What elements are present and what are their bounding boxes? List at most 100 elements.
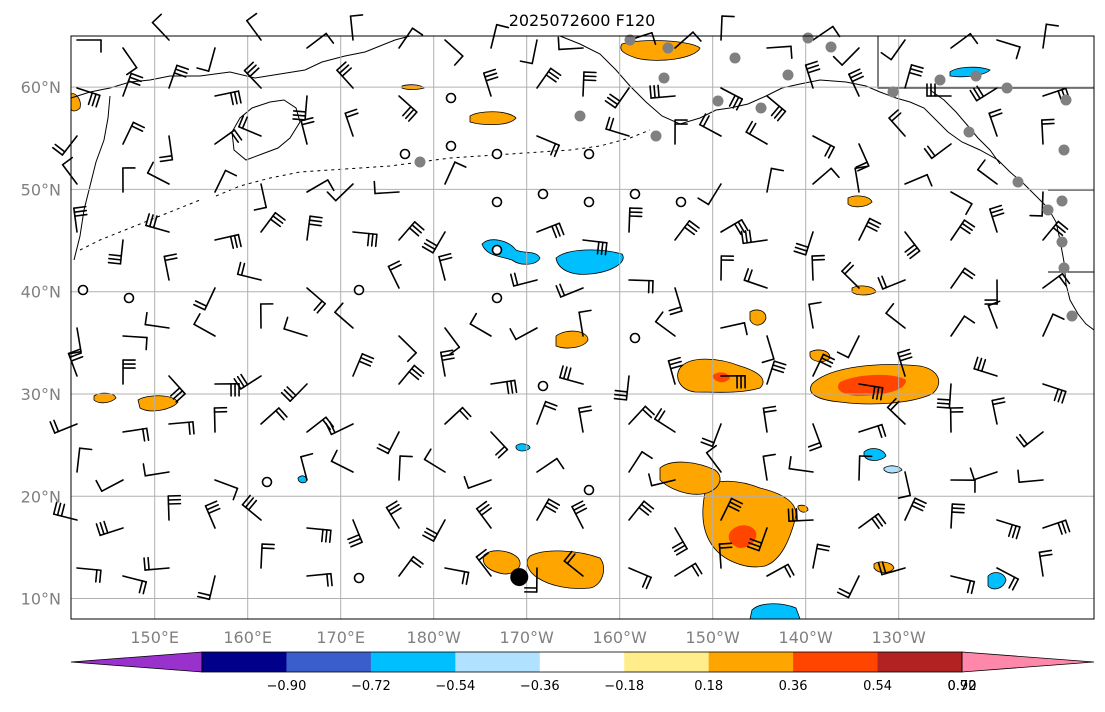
wind-barb <box>605 116 630 137</box>
wind-barb <box>988 108 1003 137</box>
wind-barb <box>146 161 170 185</box>
wind-barb <box>812 543 831 569</box>
y-tick-label: 40°N <box>21 283 61 302</box>
wind-barb <box>168 64 190 89</box>
station-dot <box>802 32 814 44</box>
wind-barb <box>214 90 242 106</box>
wind-barb <box>766 360 787 385</box>
wind-barb <box>904 173 933 187</box>
wind-barb <box>463 475 492 489</box>
y-tick-label: 60°N <box>21 78 61 97</box>
station-dot <box>970 70 982 82</box>
wind-barb <box>761 335 775 364</box>
station-dot <box>755 102 767 114</box>
station-dot <box>825 41 837 53</box>
colorbar-tick-label: −0.18 <box>604 679 644 694</box>
calm-wind-circle <box>675 196 687 208</box>
wind-barb <box>444 39 464 66</box>
wind-barb <box>398 555 424 577</box>
coastline-alaska <box>559 35 911 125</box>
wind-barb <box>536 498 561 521</box>
coastline-canada <box>909 101 1095 331</box>
calm-wind-circle <box>629 332 641 344</box>
wind-barb <box>877 275 906 290</box>
wind-barb <box>812 25 841 41</box>
wind-barb <box>926 83 952 97</box>
shade-orange-mid-2 <box>749 309 767 326</box>
colorbar-extend-low <box>70 651 203 673</box>
wind-barb <box>804 60 821 89</box>
wind-barb <box>482 68 499 97</box>
wind-barb <box>582 239 608 256</box>
wind-barb <box>280 383 308 402</box>
wind-barb <box>469 312 492 337</box>
wind-barb <box>352 231 378 248</box>
station-dot <box>887 86 899 98</box>
wind-barb <box>976 159 998 185</box>
wind-barb <box>444 567 470 586</box>
colorbar-tick-label: 0.72 <box>948 679 977 694</box>
wind-barb <box>628 405 655 425</box>
station-dot <box>1056 236 1068 248</box>
wind-barb <box>241 494 262 521</box>
wind-barb <box>260 407 288 425</box>
wind-barb <box>330 449 354 473</box>
coastline-kamchatka <box>231 99 301 161</box>
wind-barb <box>422 519 446 542</box>
wind-barb <box>336 61 354 89</box>
x-tick-label: 130°W <box>872 628 927 647</box>
station-dot <box>1066 310 1078 322</box>
wind-barb <box>52 501 78 521</box>
colorbar-tick-label: 0.18 <box>694 679 723 694</box>
wind-barb <box>720 87 744 111</box>
colorbar-tick-label: 0.36 <box>779 679 808 694</box>
wind-barb <box>423 448 446 473</box>
calm-wind-circle <box>537 188 549 200</box>
wind-barb <box>848 68 864 97</box>
wind-barb <box>628 567 652 590</box>
wind-barb <box>283 316 308 337</box>
wind-barb <box>536 222 565 239</box>
wind-barb <box>76 567 102 583</box>
wind-barb <box>1042 519 1071 535</box>
shade-blue-nw-2 <box>555 249 624 275</box>
wind-barb <box>858 383 884 401</box>
shade-orange-hawaii <box>702 480 797 568</box>
wind-barb <box>122 72 144 97</box>
wind-barb <box>674 31 702 49</box>
calm-wind-circle <box>583 148 595 160</box>
x-tick-label: 140°W <box>779 628 834 647</box>
wind-barb <box>836 575 860 599</box>
wind-barb <box>720 255 735 281</box>
wind-barb <box>376 431 400 455</box>
wind-barb <box>812 135 836 159</box>
wind-barb <box>144 311 170 329</box>
colorbar-segment <box>539 652 625 672</box>
wind-barb <box>969 467 998 481</box>
wind-barb <box>671 527 688 556</box>
wind-barb <box>168 421 195 435</box>
borders <box>877 36 1094 273</box>
wind-barb <box>832 47 860 66</box>
wind-barb <box>699 113 722 137</box>
shade-orange-mid-1 <box>555 330 589 349</box>
wind-barb <box>306 179 335 193</box>
map-panel <box>49 12 1095 620</box>
map-title: 2025072600 F120 <box>509 11 656 30</box>
wind-barbs <box>49 12 1071 601</box>
wind-barb <box>812 167 840 185</box>
wind-barb <box>398 364 425 385</box>
wind-barb <box>858 513 887 530</box>
wind-barb <box>1042 313 1065 337</box>
wind-barb <box>122 575 148 595</box>
wind-barb <box>444 406 472 425</box>
station-dot <box>1042 204 1054 216</box>
shade-blue-east <box>987 572 1007 590</box>
wind-barb <box>571 500 588 529</box>
wind-barb <box>555 283 584 298</box>
storm-center-marker <box>510 568 529 587</box>
wind-barb <box>697 183 722 206</box>
wind-barb <box>509 327 538 341</box>
wind-barb <box>334 302 354 329</box>
shade-orange-west-30n <box>137 395 179 412</box>
